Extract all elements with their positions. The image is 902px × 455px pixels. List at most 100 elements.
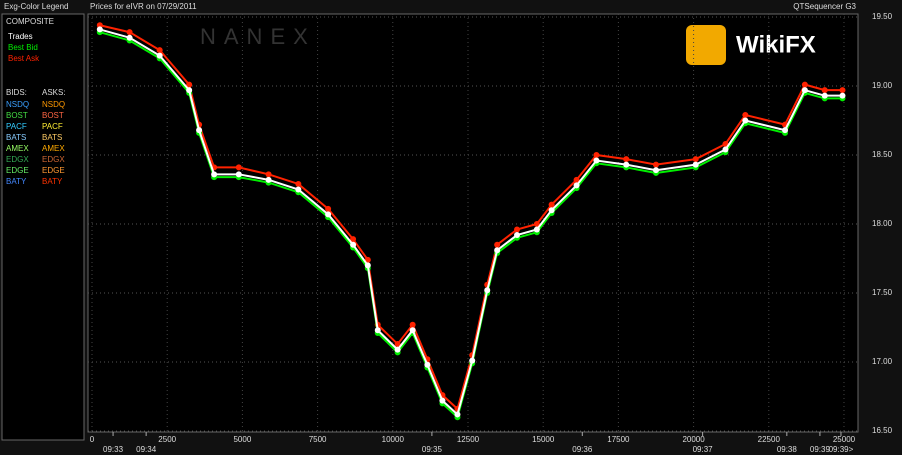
point <box>533 226 540 233</box>
x-tick-label: 12500 <box>457 435 480 444</box>
point <box>722 146 729 153</box>
point <box>593 157 600 164</box>
exchange-label: EDGE <box>42 166 65 175</box>
y-tick-label: 18.50 <box>872 150 893 159</box>
point <box>494 241 501 248</box>
x-tick-label: 20000 <box>682 435 705 444</box>
y-tick-label: 16.50 <box>872 426 893 435</box>
time-label: 09:33 <box>103 445 124 454</box>
point <box>533 221 540 227</box>
point <box>573 182 580 189</box>
exchange-label: BOST <box>42 111 64 120</box>
exchange-label: AMEX <box>42 144 65 153</box>
point <box>623 156 630 163</box>
point <box>801 87 808 94</box>
x-tick-label: 10000 <box>382 435 405 444</box>
point <box>394 346 401 353</box>
legend-entry: Best Bid <box>8 43 38 52</box>
point <box>235 171 242 178</box>
exchange-label: NSDQ <box>42 100 65 109</box>
background-mark: NANEX <box>200 24 316 49</box>
legend-entry: Trades <box>8 32 33 41</box>
x-tick-label: 22500 <box>758 435 781 444</box>
point <box>454 411 461 418</box>
x-tick-label: 0 <box>90 435 95 444</box>
point <box>350 241 357 248</box>
point <box>652 167 659 174</box>
point <box>394 341 401 348</box>
y-tick-label: 19.50 <box>872 12 893 21</box>
point <box>469 357 476 364</box>
composite-heading: COMPOSITE <box>6 17 54 26</box>
point <box>821 92 828 99</box>
point <box>350 236 357 243</box>
point <box>801 81 808 88</box>
point <box>439 397 446 404</box>
y-tick-label: 17.00 <box>872 357 893 366</box>
x-tick-label: 15000 <box>532 435 555 444</box>
point <box>593 152 600 158</box>
exchange-label: NSDQ <box>6 100 29 109</box>
point <box>265 171 272 178</box>
point <box>839 87 846 94</box>
point <box>722 140 729 147</box>
exchange-label: BOST <box>6 111 28 120</box>
x-tick-label: 2500 <box>158 435 176 444</box>
point <box>96 26 103 33</box>
point <box>186 81 193 88</box>
point <box>295 180 302 187</box>
time-label: 09:34 <box>136 445 157 454</box>
exchange-label: EDGE <box>6 166 29 175</box>
point <box>156 47 163 54</box>
point <box>484 287 491 294</box>
point <box>692 156 699 163</box>
exchange-label: PACF <box>6 122 27 131</box>
asks-heading: ASKS: <box>42 88 66 97</box>
x-tick-label: 5000 <box>233 435 251 444</box>
plot-area <box>87 13 859 433</box>
time-label: 09:36 <box>572 445 593 454</box>
point <box>186 87 193 94</box>
point <box>424 361 431 368</box>
source: QTSequencer G3 <box>793 2 856 11</box>
exchange-label: BATS <box>42 133 62 142</box>
exchange-label: BATS <box>6 133 26 142</box>
time-label: 09:39 <box>810 445 831 454</box>
point <box>742 117 749 124</box>
y-tick-label: 17.50 <box>872 288 893 297</box>
point <box>514 226 521 233</box>
x-tick-label: 25000 <box>833 435 856 444</box>
point <box>325 211 332 218</box>
exchange-label: PACF <box>42 122 63 131</box>
bids-heading: BIDS: <box>6 88 27 97</box>
y-tick-label: 18.00 <box>872 219 893 228</box>
point <box>494 247 501 254</box>
point <box>364 256 371 263</box>
legend-title: Exg-Color Legend <box>4 2 68 11</box>
point <box>409 327 416 334</box>
point <box>839 92 846 99</box>
time-label: 09:35 <box>422 445 443 454</box>
point <box>235 164 242 171</box>
point <box>548 207 555 214</box>
exchange-label: BATY <box>42 177 63 186</box>
watermark: WikiFX <box>736 31 816 58</box>
point <box>295 186 302 193</box>
point <box>265 176 272 183</box>
x-tick-label: 7500 <box>309 435 327 444</box>
point <box>573 176 580 183</box>
time-label: 09:39> <box>829 445 854 454</box>
point <box>548 201 555 208</box>
point <box>652 161 659 168</box>
point <box>196 127 203 134</box>
point <box>126 34 133 41</box>
exchange-label: BATY <box>6 177 27 186</box>
time-label: 09:37 <box>693 445 714 454</box>
time-label: 09:38 <box>777 445 798 454</box>
legend-entry: Best Ask <box>8 54 40 63</box>
point <box>364 262 371 269</box>
point <box>96 22 103 29</box>
point <box>126 29 133 36</box>
